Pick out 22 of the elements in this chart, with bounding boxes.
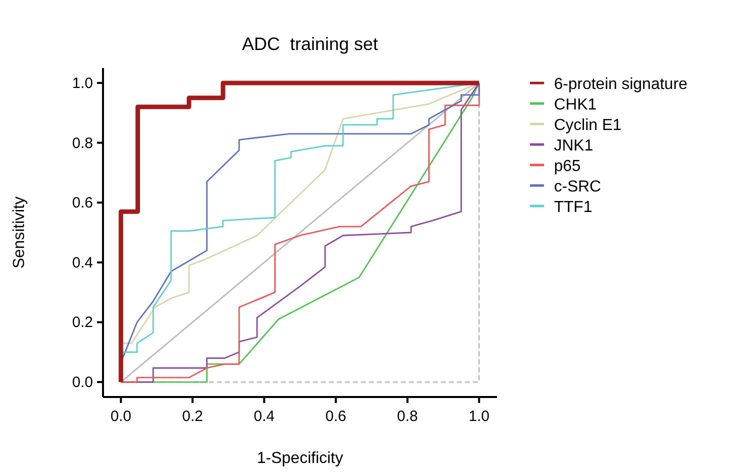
y-tick-label: 0.4 bbox=[72, 254, 93, 272]
legend-label: 6-protein signature bbox=[554, 76, 688, 93]
y-tick-label: 1.0 bbox=[72, 74, 93, 92]
x-tick-label: 0.6 bbox=[325, 408, 346, 425]
legend-label: Cyclin E1 bbox=[554, 117, 622, 134]
legend-label: TTF1 bbox=[554, 199, 592, 216]
legend-label: p65 bbox=[554, 158, 581, 175]
y-axis-title: Sensitivity bbox=[11, 196, 28, 269]
y-tick-label: 0.8 bbox=[72, 134, 93, 152]
legend-label: CHK1 bbox=[554, 96, 597, 114]
y-tick-label: 0.6 bbox=[72, 194, 93, 212]
chart-title: ADC training set bbox=[242, 34, 378, 54]
x-tick-label: 0.0 bbox=[110, 408, 132, 425]
y-tick-label: 0.2 bbox=[72, 314, 93, 332]
x-tick-label: 1.0 bbox=[468, 408, 490, 425]
x-tick-label: 0.4 bbox=[254, 408, 275, 425]
x-axis-title: 1-Specificity bbox=[256, 450, 344, 467]
legend-label: c-SRC bbox=[554, 178, 602, 196]
x-tick-label: 0.2 bbox=[182, 408, 203, 425]
legend-label: JNK1 bbox=[554, 138, 594, 154]
x-tick-label: 0.8 bbox=[397, 408, 418, 425]
y-tick-label: 0.0 bbox=[72, 374, 93, 392]
